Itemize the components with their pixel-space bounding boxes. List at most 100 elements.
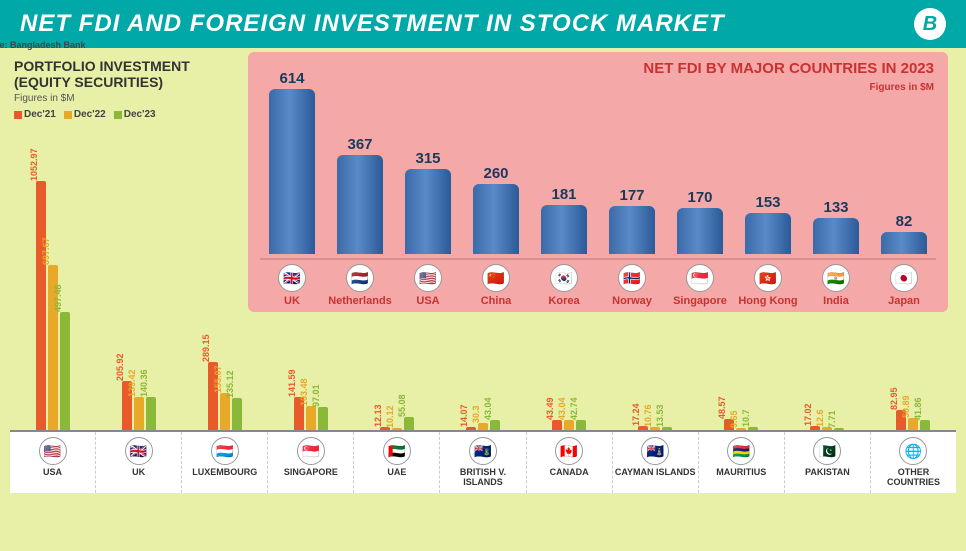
portfolio-bar-value: 43.04: [483, 397, 495, 420]
flag-icon: 🇬🇧: [125, 437, 153, 465]
portfolio-bar-value: 12.6: [815, 410, 827, 428]
portfolio-bar-value: 97.01: [311, 385, 323, 408]
portfolio-column: 205.92139.42140.36: [96, 170, 182, 430]
portfolio-country-label: CANADA: [550, 468, 589, 478]
portfolio-country-label: CAYMAN ISLANDS: [615, 468, 696, 478]
portfolio-country-label: BRITISH V. ISLANDS: [440, 468, 525, 488]
portfolio-bar-value: 17.24: [631, 403, 643, 426]
portfolio-column: 48.579.6510.7: [698, 170, 784, 430]
portfolio-flag-column: 🇰🇾CAYMAN ISLANDS: [613, 432, 699, 493]
portfolio-bar-group: 12.1310.1255.08: [380, 170, 414, 430]
flag-icon: 🇦🇪: [383, 437, 411, 465]
portfolio-bar: 13.53: [662, 427, 672, 430]
portfolio-bar-group: 14.0730.343.04: [466, 170, 500, 430]
portfolio-country-label: USA: [43, 468, 62, 478]
portfolio-subtitle: Figures in $M: [14, 93, 234, 104]
portfolio-bar-value: 497.48: [53, 285, 65, 313]
portfolio-flag-column: 🇱🇺 LUXEMBOURG: [182, 432, 268, 493]
portfolio-bar: 42.74: [576, 420, 586, 430]
portfolio-bar: 10.7: [748, 427, 758, 430]
portfolio-bar-value: 140.36: [139, 369, 151, 397]
portfolio-bar-group: 82.9550.8941.86: [896, 170, 930, 430]
portfolio-flag-column: 🌐 OTHER COUNTRIES: [871, 432, 956, 493]
portfolio-bar: 10.12: [392, 428, 402, 430]
portfolio-bar-value: 10.7: [741, 410, 753, 428]
fdi-subtitle: Figures in $M: [870, 82, 934, 93]
portfolio-bar: 155.07: [220, 393, 230, 430]
portfolio-chart-area: 1052.97697.67497.48205.92139.42140.36289…: [0, 150, 966, 510]
portfolio-column: 43.4943.0442.74: [526, 170, 612, 430]
portfolio-column: 12.1310.1255.08: [354, 170, 440, 430]
portfolio-flag-column: 🇦🇪 UAE: [354, 432, 440, 493]
portfolio-bar: 14.07: [466, 427, 476, 430]
infographic-container: NET FDI AND FOREIGN INVESTMENT IN STOCK …: [0, 0, 966, 551]
portfolio-bar-value: 697.67: [41, 238, 53, 266]
portfolio-bar-value: 55.08: [397, 394, 409, 417]
portfolio-bar-value: 103.48: [299, 378, 311, 406]
portfolio-bar-group: 141.59103.4897.01: [294, 170, 328, 430]
portfolio-country-label: UAE: [387, 468, 406, 478]
portfolio-bar-value: 43.04: [557, 397, 569, 420]
portfolio-column: 17.0212.67.71: [784, 170, 870, 430]
portfolio-legend-items: Dec'21 Dec'22 Dec'23: [14, 109, 234, 120]
flag-icon: 🇻🇬: [469, 437, 497, 465]
portfolio-bar-value: 13.53: [655, 404, 667, 427]
portfolio-bar-value: 7.71: [827, 411, 839, 429]
portfolio-bar: 43.04: [490, 420, 500, 430]
portfolio-bar-value: 155.07: [213, 366, 225, 394]
portfolio-bar-group: 43.4943.0442.74: [552, 170, 586, 430]
portfolio-bar: 43.04: [564, 420, 574, 430]
portfolio-bar-group: 205.92139.42140.36: [122, 170, 156, 430]
portfolio-bar-group: 17.2410.7613.53: [638, 170, 672, 430]
portfolio-bar-group: 17.0212.67.71: [810, 170, 844, 430]
publisher-logo: B: [914, 8, 946, 40]
flag-icon: 🇸🇬: [297, 437, 325, 465]
portfolio-bar-value: 1052.97: [29, 149, 41, 182]
portfolio-column: 289.15155.07135.12: [182, 170, 268, 430]
portfolio-country-label: OTHER COUNTRIES: [871, 468, 956, 488]
portfolio-bar-value: 289.15: [201, 334, 213, 362]
portfolio-bar-group: 1052.97697.67 497.48: [36, 170, 70, 430]
portfolio-bar: 41.86: [920, 420, 930, 430]
portfolio-bar-value: 48.57: [717, 396, 729, 419]
portfolio-bar: 97.01: [318, 407, 328, 430]
portfolio-country-label: PAKISTAN: [805, 468, 850, 478]
portfolio-legend-box: PORTFOLIO INVESTMENT (EQUITY SECURITIES)…: [14, 58, 234, 120]
legend-item: Dec'21: [14, 109, 56, 120]
portfolio-bar: 140.36: [146, 397, 156, 430]
portfolio-bar-value: 205.92: [115, 354, 127, 382]
legend-item: Dec'23: [114, 109, 156, 120]
portfolio-bar-value: 30.3: [471, 405, 483, 423]
portfolio-bar: 103.48: [306, 406, 316, 430]
portfolio-country-label: LUXEMBOURG: [192, 468, 257, 478]
portfolio-country-label: UK: [132, 468, 145, 478]
source-citation: Source: Bangladesh Bank: [0, 40, 86, 50]
portfolio-bar: 139.42: [134, 397, 144, 430]
fdi-title-text: NET FDI BY MAJOR COUNTRIES IN 2023: [643, 60, 934, 77]
portfolio-bar-value: 42.74: [569, 397, 581, 420]
portfolio-flag-column: 🇬🇧 UK: [96, 432, 182, 493]
flag-icon: 🌐: [899, 437, 927, 465]
flag-icon: 🇲🇺: [727, 437, 755, 465]
flag-icon: 🇱🇺: [211, 437, 239, 465]
flag-icon: 🇵🇰: [813, 437, 841, 465]
flag-icon: 🇺🇸: [39, 437, 67, 465]
flag-icon: 🇨🇦: [555, 437, 583, 465]
portfolio-bar-value: 139.42: [127, 370, 139, 398]
portfolio-column: 17.24 10.7613.53: [612, 170, 698, 430]
portfolio-bar-chart: 1052.97697.67497.48205.92139.42140.36289…: [0, 150, 966, 430]
portfolio-bar-value: 10.12: [385, 405, 397, 428]
portfolio-bar-value: 135.12: [225, 371, 237, 399]
legend-item: Dec'22: [64, 109, 106, 120]
portfolio-bar-value: 82.95: [889, 388, 901, 411]
portfolio-bar: 1052.97: [36, 181, 46, 430]
portfolio-country-label: MAURITIUS: [716, 468, 766, 478]
portfolio-bar-value: 17.02: [803, 403, 815, 426]
portfolio-bar-group: 48.579.6510.7: [724, 170, 758, 430]
portfolio-flag-column: 🇻🇬 BRITISH V. ISLANDS: [440, 432, 526, 493]
fdi-title: NET FDI BY MAJOR COUNTRIES IN 2023 Figur…: [643, 60, 934, 95]
portfolio-flag-column: 🇨🇦 CANADA: [527, 432, 613, 493]
header-bar: NET FDI AND FOREIGN INVESTMENT IN STOCK …: [0, 0, 966, 48]
portfolio-bar-value: 41.86: [913, 398, 925, 421]
portfolio-bar: 10.76: [650, 427, 660, 430]
